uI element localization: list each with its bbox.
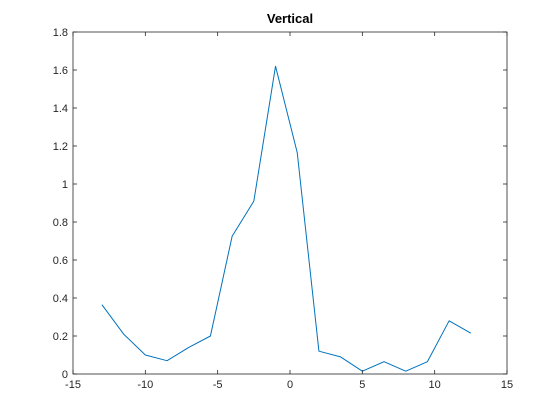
series-layer — [101, 65, 472, 372]
plot-area — [73, 32, 507, 374]
x-tick-label: 0 — [287, 379, 293, 391]
y-tick-label: 1.2 — [53, 141, 68, 153]
y-tick-label: 0 — [62, 369, 68, 381]
y-axis: 0 0.2 0.4 0.6 0.8 1 1.2 1.4 1.6 1.8 — [53, 27, 507, 381]
y-tick-label: 0.8 — [53, 217, 68, 229]
y-tick-label: 1 — [62, 179, 68, 191]
x-tick-label: -10 — [137, 379, 153, 391]
x-axis: -15 -10 -5 0 5 10 15 — [65, 32, 513, 391]
x-tick-label: 15 — [501, 379, 513, 391]
y-tick-label: 0.6 — [53, 255, 68, 267]
chart-title: Vertical — [267, 11, 313, 26]
y-tick-label: 1.6 — [53, 65, 68, 77]
y-tick-label: 1.8 — [53, 27, 68, 39]
x-tick-label: 10 — [429, 379, 441, 391]
x-tick-label: -15 — [65, 379, 81, 391]
y-tick-label: 0.4 — [53, 293, 68, 305]
x-tick-label: 5 — [359, 379, 365, 391]
series-line — [101, 65, 472, 372]
y-tick-label: 1.4 — [53, 103, 68, 115]
y-tick-label: 0.2 — [53, 331, 68, 343]
x-tick-label: -5 — [213, 379, 223, 391]
